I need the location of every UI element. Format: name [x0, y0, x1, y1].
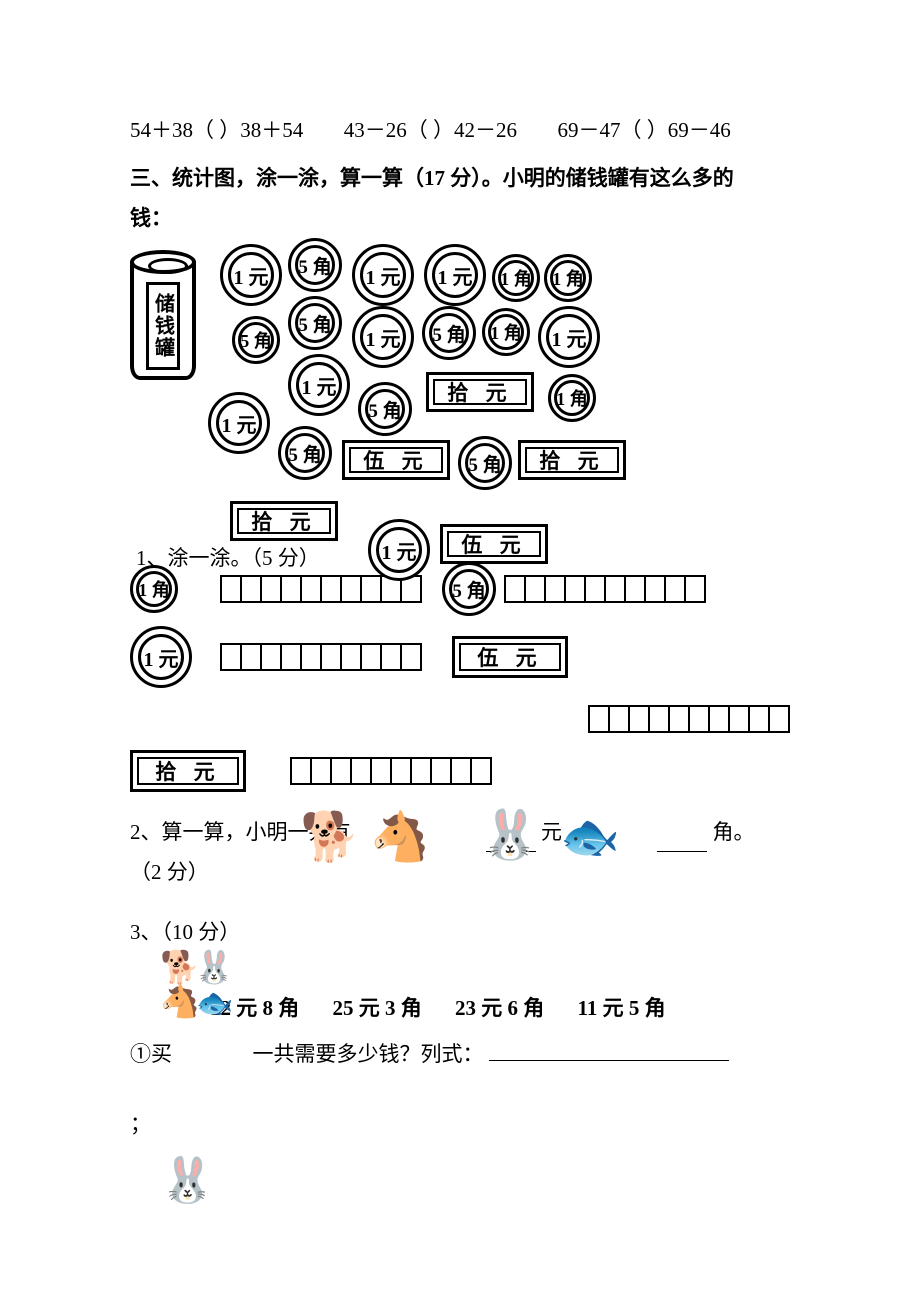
coin-1元: 1 元: [288, 354, 350, 416]
coin-1元: 1 元: [208, 392, 270, 454]
horse-icon: 🐴: [370, 818, 430, 858]
stray-coin-icon: 5 角: [442, 562, 496, 616]
coin-5角: 5 角: [288, 238, 342, 292]
coin-1角: 1 角: [492, 254, 540, 302]
piggy-bank-icon: 储钱罐: [130, 250, 200, 380]
tally-row: 拾 元: [130, 750, 790, 792]
tally-boxes[interactable]: [220, 643, 422, 671]
banknote-拾元: 拾 元: [426, 372, 534, 412]
coin-1元: 1 元: [352, 306, 414, 368]
paren-a[interactable]: （ ）: [193, 118, 240, 142]
coin-5角: 5 角: [288, 296, 342, 350]
coin-5角: 5 角: [422, 306, 476, 360]
trailing-semicolon: ；: [130, 1104, 790, 1144]
banknote-伍元: 伍 元: [342, 440, 450, 480]
rabbit-icon: 🐰: [480, 816, 540, 856]
paren-c[interactable]: （ ）: [621, 118, 668, 142]
q3-1-prefix: ①买: [130, 1042, 172, 1066]
paren-b[interactable]: （ ）: [407, 118, 454, 142]
tally-boxes[interactable]: [290, 757, 492, 785]
q3-sub1: ①买 一共需要多少钱？列式：: [130, 1034, 790, 1074]
coin-1角: 1 角: [544, 254, 592, 302]
q2-points: （2 分）: [130, 860, 209, 884]
q2-row: 2、算一算，小明一共有 元 角。 （2 分） 🐕 🐴 🐰 🐟: [130, 812, 790, 902]
tally-row: 1 元 伍 元: [130, 626, 790, 688]
banknote-伍元: 伍 元: [440, 524, 548, 564]
coin-1元: 1 元: [220, 244, 282, 306]
small-rabbit-icon: 🐰: [194, 948, 234, 986]
fish-icon: 🐟: [560, 818, 620, 858]
dog-icon: 🐕: [300, 818, 360, 858]
coin-5角: 5 角: [358, 382, 412, 436]
banknote-拾元: 拾 元: [518, 440, 626, 480]
coin-1角: 1 角: [482, 308, 530, 356]
coin-5角: 5 角: [232, 316, 280, 364]
q3-1-mid: 一共需要多少钱？列式：: [253, 1042, 484, 1066]
expr-b-left: 43－26: [344, 118, 407, 142]
worksheet-page: 54＋38（ ）38＋54 43－26（ ）42－26 69－47（ ）69－4…: [0, 0, 920, 1266]
coin-1角: 1 角: [548, 374, 596, 422]
q2-yuan-unit: 元: [541, 820, 562, 844]
q3-label: 3、（10 分）: [130, 912, 790, 952]
coin-1元: 1 元: [368, 519, 430, 581]
q2-blank-jiao[interactable]: [657, 829, 707, 852]
coin-5角: 5 角: [458, 436, 512, 490]
coin-1元: 1 元: [352, 244, 414, 306]
exercise-comparison-line: 54＋38（ ）38＋54 43－26（ ）42－26 69－47（ ）69－4…: [130, 110, 790, 150]
rabbit-bottom-icon: 🐰: [160, 1154, 790, 1206]
tally-row: 伍 元: [130, 698, 790, 740]
q3-animal-icons: 🐕 🐰 🐴 🐟: [160, 952, 790, 1032]
legend-coin-icon: 1 元: [130, 626, 192, 688]
legend-note-icon: 拾 元: [130, 750, 246, 792]
coin-5角: 5 角: [278, 426, 332, 480]
q2-jiao-unit: 角。: [713, 820, 755, 844]
expr-c-left: 69－47: [558, 118, 621, 142]
coin-1元: 1 元: [424, 244, 486, 306]
tally-boxes[interactable]: [588, 705, 790, 733]
piggy-bank-label: 储钱罐: [146, 282, 180, 370]
section-3-title: 三、统计图，涂一涂，算一算（17 分）。小明的储钱罐有这么多的: [130, 158, 790, 198]
small-horse-icon: 🐴: [160, 982, 200, 1020]
money-scatter-area: 储钱罐 1 元5 角1 元1 元1 角1 角5 角5 角1 元5 角1 角1 元…: [130, 244, 790, 614]
expr-b-right: 42－26: [454, 118, 517, 142]
banknote-拾元: 拾 元: [230, 501, 338, 541]
legend-coin-icon: 1 角: [130, 565, 178, 613]
section-3-title-2: 钱：: [130, 198, 790, 238]
small-fish-icon: 🐟: [196, 986, 233, 1021]
legend-note-icon: 伍 元: [452, 636, 568, 678]
expr-a-right: 38＋54: [240, 118, 303, 142]
coin-1元: 1 元: [538, 306, 600, 368]
q3-1-blank[interactable]: [489, 1060, 729, 1061]
q1-label-overlay: 1、涂一涂。（5 分）: [136, 542, 320, 572]
expr-c-right: 69－46: [668, 118, 731, 142]
expr-a-left: 54＋38: [130, 118, 193, 142]
